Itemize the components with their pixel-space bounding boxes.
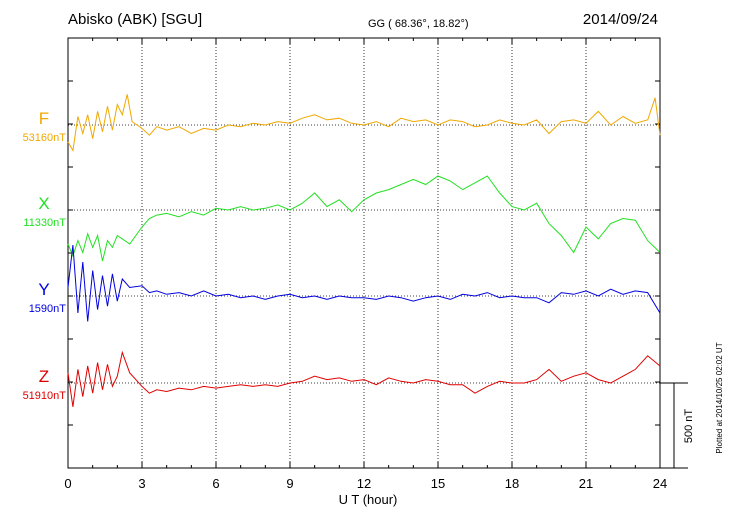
series-line-f: [67, 94, 661, 152]
series-line-y: [67, 244, 661, 322]
x-tick-label: 6: [212, 476, 219, 491]
scale-bar-label: 500 nT: [683, 409, 695, 444]
x-tick-label: 18: [505, 476, 519, 491]
plot-frame: [67, 37, 661, 469]
series-baseline-f: 53160nT: [23, 132, 67, 144]
x-tick-label: 12: [357, 476, 371, 491]
series-line-x: [67, 175, 661, 262]
series-baseline-x: 11330nT: [23, 217, 66, 229]
x-tick-label: 15: [431, 476, 445, 491]
grid-lines: [68, 38, 660, 468]
series-lines: [67, 94, 661, 407]
date-label: 2014/09/24: [583, 11, 658, 28]
series-name-x: X: [38, 194, 49, 213]
series-baseline-z: 51910nT: [23, 390, 67, 402]
series-labels: F 53160nT X 11330nT Y 1590nT Z 51910nT: [23, 109, 67, 402]
series-line-z: [67, 350, 661, 407]
station-title: Abisko (ABK) [SGU]: [68, 11, 202, 28]
series-baseline-y: 1590nT: [29, 303, 67, 315]
series-name-z: Z: [39, 367, 49, 386]
x-tick-labels: 0 3 6 9 12 15 18 21 24: [64, 476, 667, 491]
scale-bar: 500 nT: [660, 382, 695, 469]
plotted-note: Plotted at 2014/10/25 02:02 UT: [715, 342, 724, 453]
x-tick-label: 0: [64, 476, 71, 491]
x-tick-label: 24: [653, 476, 667, 491]
coordinates-label: GG ( 68.36°, 18.82°): [368, 18, 469, 30]
series-name-y: Y: [38, 280, 49, 299]
x-tick-label: 9: [286, 476, 293, 491]
x-tick-label: 21: [579, 476, 593, 491]
axis-ticks: [67, 38, 661, 468]
series-name-f: F: [39, 109, 49, 128]
x-axis-label: U T (hour): [339, 492, 398, 507]
x-tick-label: 3: [138, 476, 145, 491]
